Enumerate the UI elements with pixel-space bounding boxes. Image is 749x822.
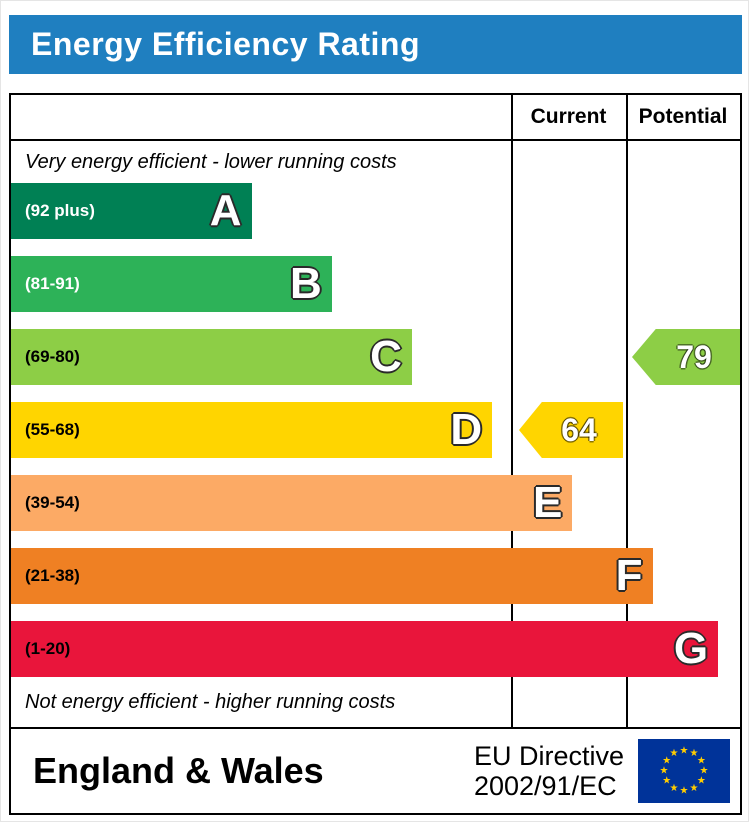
band-row-a: (92 plus) A (11, 183, 252, 239)
band-range-label: (81-91) (25, 274, 80, 293)
header-divider (11, 139, 740, 141)
svg-text:★: ★ (670, 783, 679, 794)
band-row-e: (39-54) E (11, 475, 573, 531)
svg-text:★: ★ (662, 756, 671, 767)
band-letter: G (673, 624, 709, 673)
band-range-label: (92 plus) (25, 201, 95, 220)
band-row-d: (55-68) D (11, 402, 493, 458)
eu-directive-line1: EU Directive (473, 740, 624, 771)
eu-flag-icon: ★ ★ ★ ★ ★ ★ ★ ★ ★ ★ ★ ★ (638, 739, 730, 803)
svg-text:★: ★ (662, 776, 671, 787)
band-letter: C (370, 332, 402, 381)
page-title: Energy Efficiency Rating (31, 26, 420, 62)
svg-text:★: ★ (680, 786, 689, 797)
rating-table: Current Potential Very energy efficient … (9, 93, 742, 731)
band-range-label: (39-54) (25, 493, 80, 512)
top-note: Very energy efficient - lower running co… (25, 151, 397, 173)
eu-directive-line2: 2002/91/EC (473, 771, 617, 801)
svg-text:★: ★ (700, 766, 709, 777)
column-divider-current (511, 95, 513, 729)
bottom-note: Not energy efficient - higher running co… (25, 691, 396, 713)
svg-text:★: ★ (680, 746, 689, 757)
svg-text:★: ★ (697, 776, 706, 787)
band-letter: D (450, 405, 483, 454)
band-range-label: (21-38) (25, 566, 80, 585)
column-header-potential: Potential (638, 105, 728, 128)
column-header-current: Current (530, 105, 607, 128)
region-label: England & Wales (33, 750, 324, 791)
svg-text:★: ★ (697, 756, 706, 767)
band-letter: F (615, 551, 643, 600)
band-letter: B (289, 259, 322, 308)
svg-text:★: ★ (670, 748, 679, 759)
band-letter: A (209, 186, 242, 235)
band-range-label: (1-20) (25, 639, 71, 658)
potential-rating-arrow: 79 (632, 329, 740, 385)
column-divider-potential (626, 95, 628, 729)
svg-text:★: ★ (690, 748, 699, 759)
band-row-b: (81-91) B (11, 256, 332, 312)
current-rating-value: 64 (561, 411, 597, 448)
title-banner: Energy Efficiency Rating (9, 15, 742, 74)
potential-rating-value: 79 (676, 338, 712, 375)
band-row-g: (1-20) G (11, 621, 719, 677)
band-row-f: (21-38) F (11, 548, 653, 604)
current-rating-arrow: 64 (519, 402, 623, 458)
svg-text:★: ★ (690, 783, 699, 794)
svg-text:★: ★ (660, 766, 669, 777)
eu-directive-label: EU Directive 2002/91/EC (474, 741, 624, 801)
band-row-c: (69-80) C (11, 329, 412, 385)
band-letter: E (532, 478, 563, 527)
band-range-label: (55-68) (25, 420, 80, 439)
footer-bar: England & Wales EU Directive 2002/91/EC … (9, 727, 742, 815)
band-range-label: (69-80) (25, 347, 80, 366)
